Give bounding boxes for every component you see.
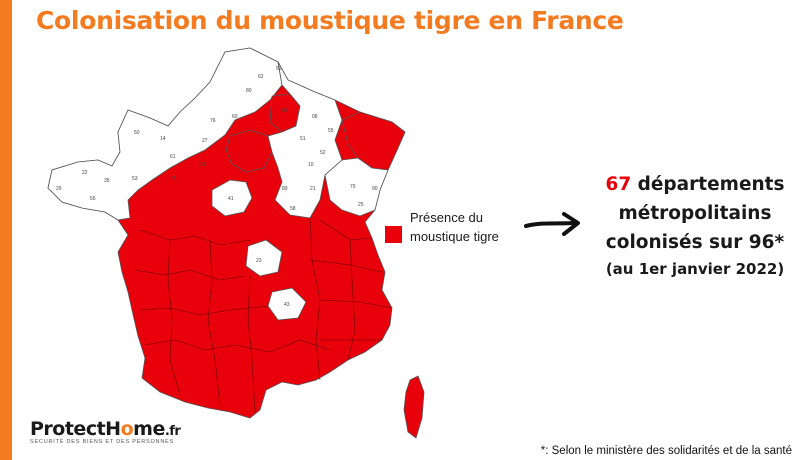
logo-part1: Protect: [30, 418, 106, 440]
svg-text:28: 28: [200, 162, 206, 168]
region-center-uncolonized: [211, 179, 253, 217]
protecthome-logo: ProtectHome.fr SÉCURITÉ DES BIENS ET DES…: [30, 418, 181, 445]
legend-swatch-colonized: [385, 226, 402, 243]
legend-label: Présence du moustique tigre: [410, 208, 540, 246]
svg-text:14: 14: [160, 136, 166, 142]
colonization-statistic: 67 départements métropolitains colonisés…: [590, 170, 800, 281]
stat-line1: 67 départements: [590, 170, 800, 199]
svg-text:29: 29: [56, 186, 62, 192]
svg-text:43: 43: [284, 302, 290, 308]
svg-text:58: 58: [290, 206, 296, 212]
svg-text:59: 59: [276, 66, 282, 72]
svg-text:21: 21: [310, 186, 316, 192]
brand-side-bar: [0, 0, 12, 460]
svg-text:60: 60: [232, 114, 238, 120]
svg-text:80: 80: [246, 88, 252, 94]
department-borders: [134, 217, 393, 413]
source-footnote: *: Selon le ministère des solidarités et…: [540, 445, 792, 457]
svg-text:53: 53: [132, 176, 138, 182]
svg-text:35: 35: [104, 178, 110, 184]
svg-text:25: 25: [358, 202, 364, 208]
arrow-right-icon: [524, 212, 580, 236]
stat-count: 67: [605, 174, 632, 195]
svg-text:22: 22: [82, 170, 88, 176]
logo-part2: H: [105, 418, 121, 440]
logo-tld: .fr: [164, 424, 181, 439]
svg-text:55: 55: [328, 128, 334, 134]
svg-text:70: 70: [350, 184, 356, 190]
svg-text:90: 90: [372, 186, 378, 192]
svg-text:08: 08: [312, 114, 318, 120]
svg-text:10: 10: [308, 162, 314, 168]
page-title: Colonisation du moustique tigre en Franc…: [36, 6, 624, 35]
svg-text:89: 89: [282, 186, 288, 192]
svg-text:76: 76: [210, 118, 216, 124]
stat-line3: colonisés sur 96*: [605, 232, 785, 253]
region-creuse-uncolonized: [245, 239, 283, 277]
region-alsace-colonized: [341, 111, 406, 171]
france-map: 62 59 80 02 08 76 27 60 14 50 61 28 72 53 35 22 …: [20, 40, 440, 450]
svg-text:56: 56: [90, 196, 96, 202]
svg-text:72: 72: [170, 176, 176, 182]
svg-text:52: 52: [320, 150, 326, 156]
svg-text:23: 23: [256, 258, 262, 264]
svg-text:41: 41: [228, 196, 234, 202]
legend-label-line1: Présence du: [410, 210, 483, 225]
stat-line1-rest: départements: [631, 174, 785, 195]
legend-label-line2: moustique tigre: [410, 229, 499, 244]
logo-part3: me: [133, 418, 165, 440]
stat-date: (au 1er janvier 2022): [605, 260, 785, 278]
svg-text:61: 61: [170, 154, 176, 160]
logo-tagline: SÉCURITÉ DES BIENS ET DES PERSONNES: [30, 439, 175, 445]
svg-text:27: 27: [202, 138, 208, 144]
logo-name: ProtectHome.fr: [30, 418, 181, 440]
stat-line2: métropolitains: [618, 203, 772, 224]
region-northeast-uncolonized: [267, 61, 343, 219]
svg-text:50: 50: [134, 130, 140, 136]
svg-text:51: 51: [300, 136, 306, 142]
svg-text:62: 62: [258, 74, 264, 80]
logo-accent: o: [120, 418, 134, 440]
corsica-colonized: [403, 375, 425, 439]
region-franche-comte-uncolonized: [324, 157, 389, 217]
region-paris-colonized: [225, 129, 273, 173]
svg-text:02: 02: [282, 108, 288, 114]
